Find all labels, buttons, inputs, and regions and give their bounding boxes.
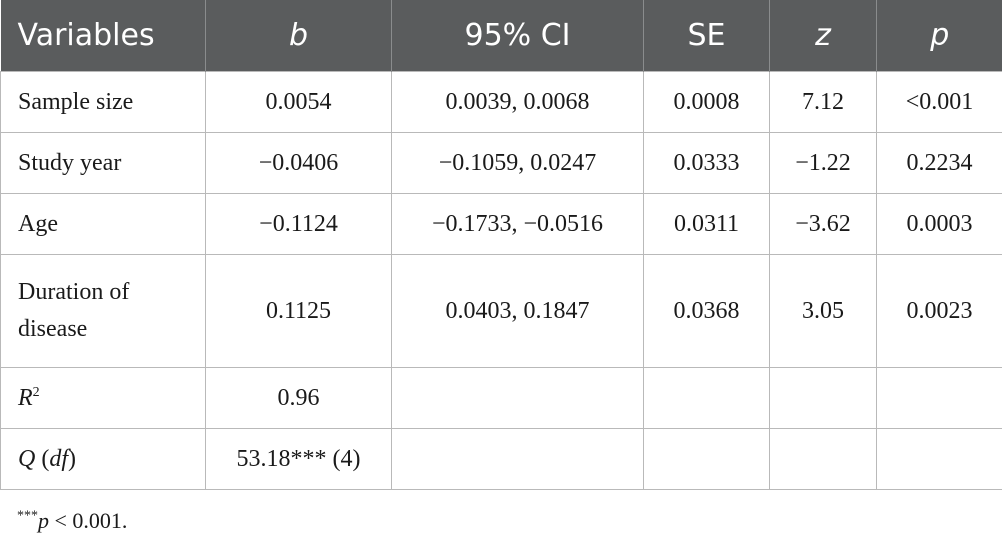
cell-variable: Study year: [0, 132, 206, 194]
cell-variable-line2: disease: [18, 316, 88, 342]
cell-se: 0.0368: [643, 254, 770, 368]
cell-b: 0.1125: [205, 254, 392, 368]
cell-ci: 0.0039, 0.0068: [391, 71, 644, 133]
cell-empty: [876, 428, 1002, 490]
cell-empty: [769, 367, 877, 429]
table-row: Duration of disease 0.1125 0.0403, 0.1847…: [0, 254, 1002, 368]
cell-variable: Age: [0, 193, 206, 255]
cell-variable-line1: Duration of: [18, 278, 130, 305]
cell-empty: [643, 428, 770, 490]
cell-p: 0.0023: [876, 254, 1002, 368]
table-row: Study year −0.0406 −0.1059, 0.0247 0.033…: [0, 132, 1002, 194]
q-row: Q (df) 53.18*** (4): [0, 428, 1002, 490]
cell-variable: Sample size: [0, 71, 206, 133]
cell-p: 0.2234: [876, 132, 1002, 194]
footnote-stars: ***: [17, 508, 38, 524]
cell-z: 3.05: [769, 254, 877, 368]
cell-ci: −0.1733, −0.0516: [391, 193, 644, 255]
table-footnote: ***p < 0.001.: [17, 508, 127, 534]
cell-empty: [769, 428, 877, 490]
header-ci: 95% CI: [391, 0, 644, 72]
cell-b: 0.0054: [205, 71, 392, 133]
footnote-rest: < 0.001.: [49, 508, 128, 533]
r2-letter: R: [18, 384, 33, 411]
header-b: b: [205, 0, 392, 72]
cell-empty: [391, 367, 644, 429]
cell-z: 7.12: [769, 71, 877, 133]
table-row: Age −0.1124 −0.1733, −0.0516 0.0311 −3.6…: [0, 193, 1002, 255]
cell-ci: 0.0403, 0.1847: [391, 254, 644, 368]
cell-b: −0.0406: [205, 132, 392, 194]
cell-se: 0.0008: [643, 71, 770, 133]
cell-ci: −0.1059, 0.0247: [391, 132, 644, 194]
cell-q-label: Q (df): [0, 428, 206, 490]
cell-z: −1.22: [769, 132, 877, 194]
cell-r2-value: 0.96: [205, 367, 392, 429]
q-letter: Q: [18, 445, 36, 472]
header-variables: Variables: [0, 0, 206, 72]
r2-row: R2 0.96: [0, 367, 1002, 429]
cell-empty: [643, 367, 770, 429]
cell-p: 0.0003: [876, 193, 1002, 255]
cell-b: −0.1124: [205, 193, 392, 255]
cell-se: 0.0311: [643, 193, 770, 255]
cell-z: −3.62: [769, 193, 877, 255]
header-p: p: [876, 0, 1002, 72]
cell-r2-label: R2: [0, 367, 206, 429]
r2-superscript: 2: [32, 384, 40, 400]
cell-variable: Duration of disease: [0, 254, 206, 368]
footnote-p: p: [38, 508, 49, 533]
q-df: df: [49, 445, 69, 472]
cell-empty: [391, 428, 644, 490]
header-row: Variables b 95% CI SE z p: [0, 0, 1002, 72]
header-z: z: [769, 0, 877, 72]
cell-empty: [876, 367, 1002, 429]
header-se: SE: [643, 0, 770, 72]
regression-table: Variables b 95% CI SE z p Sample size 0.…: [0, 0, 1002, 490]
table-row: Sample size 0.0054 0.0039, 0.0068 0.0008…: [0, 71, 1002, 133]
cell-q-value: 53.18*** (4): [205, 428, 392, 490]
cell-se: 0.0333: [643, 132, 770, 194]
cell-p: <0.001: [876, 71, 1002, 133]
